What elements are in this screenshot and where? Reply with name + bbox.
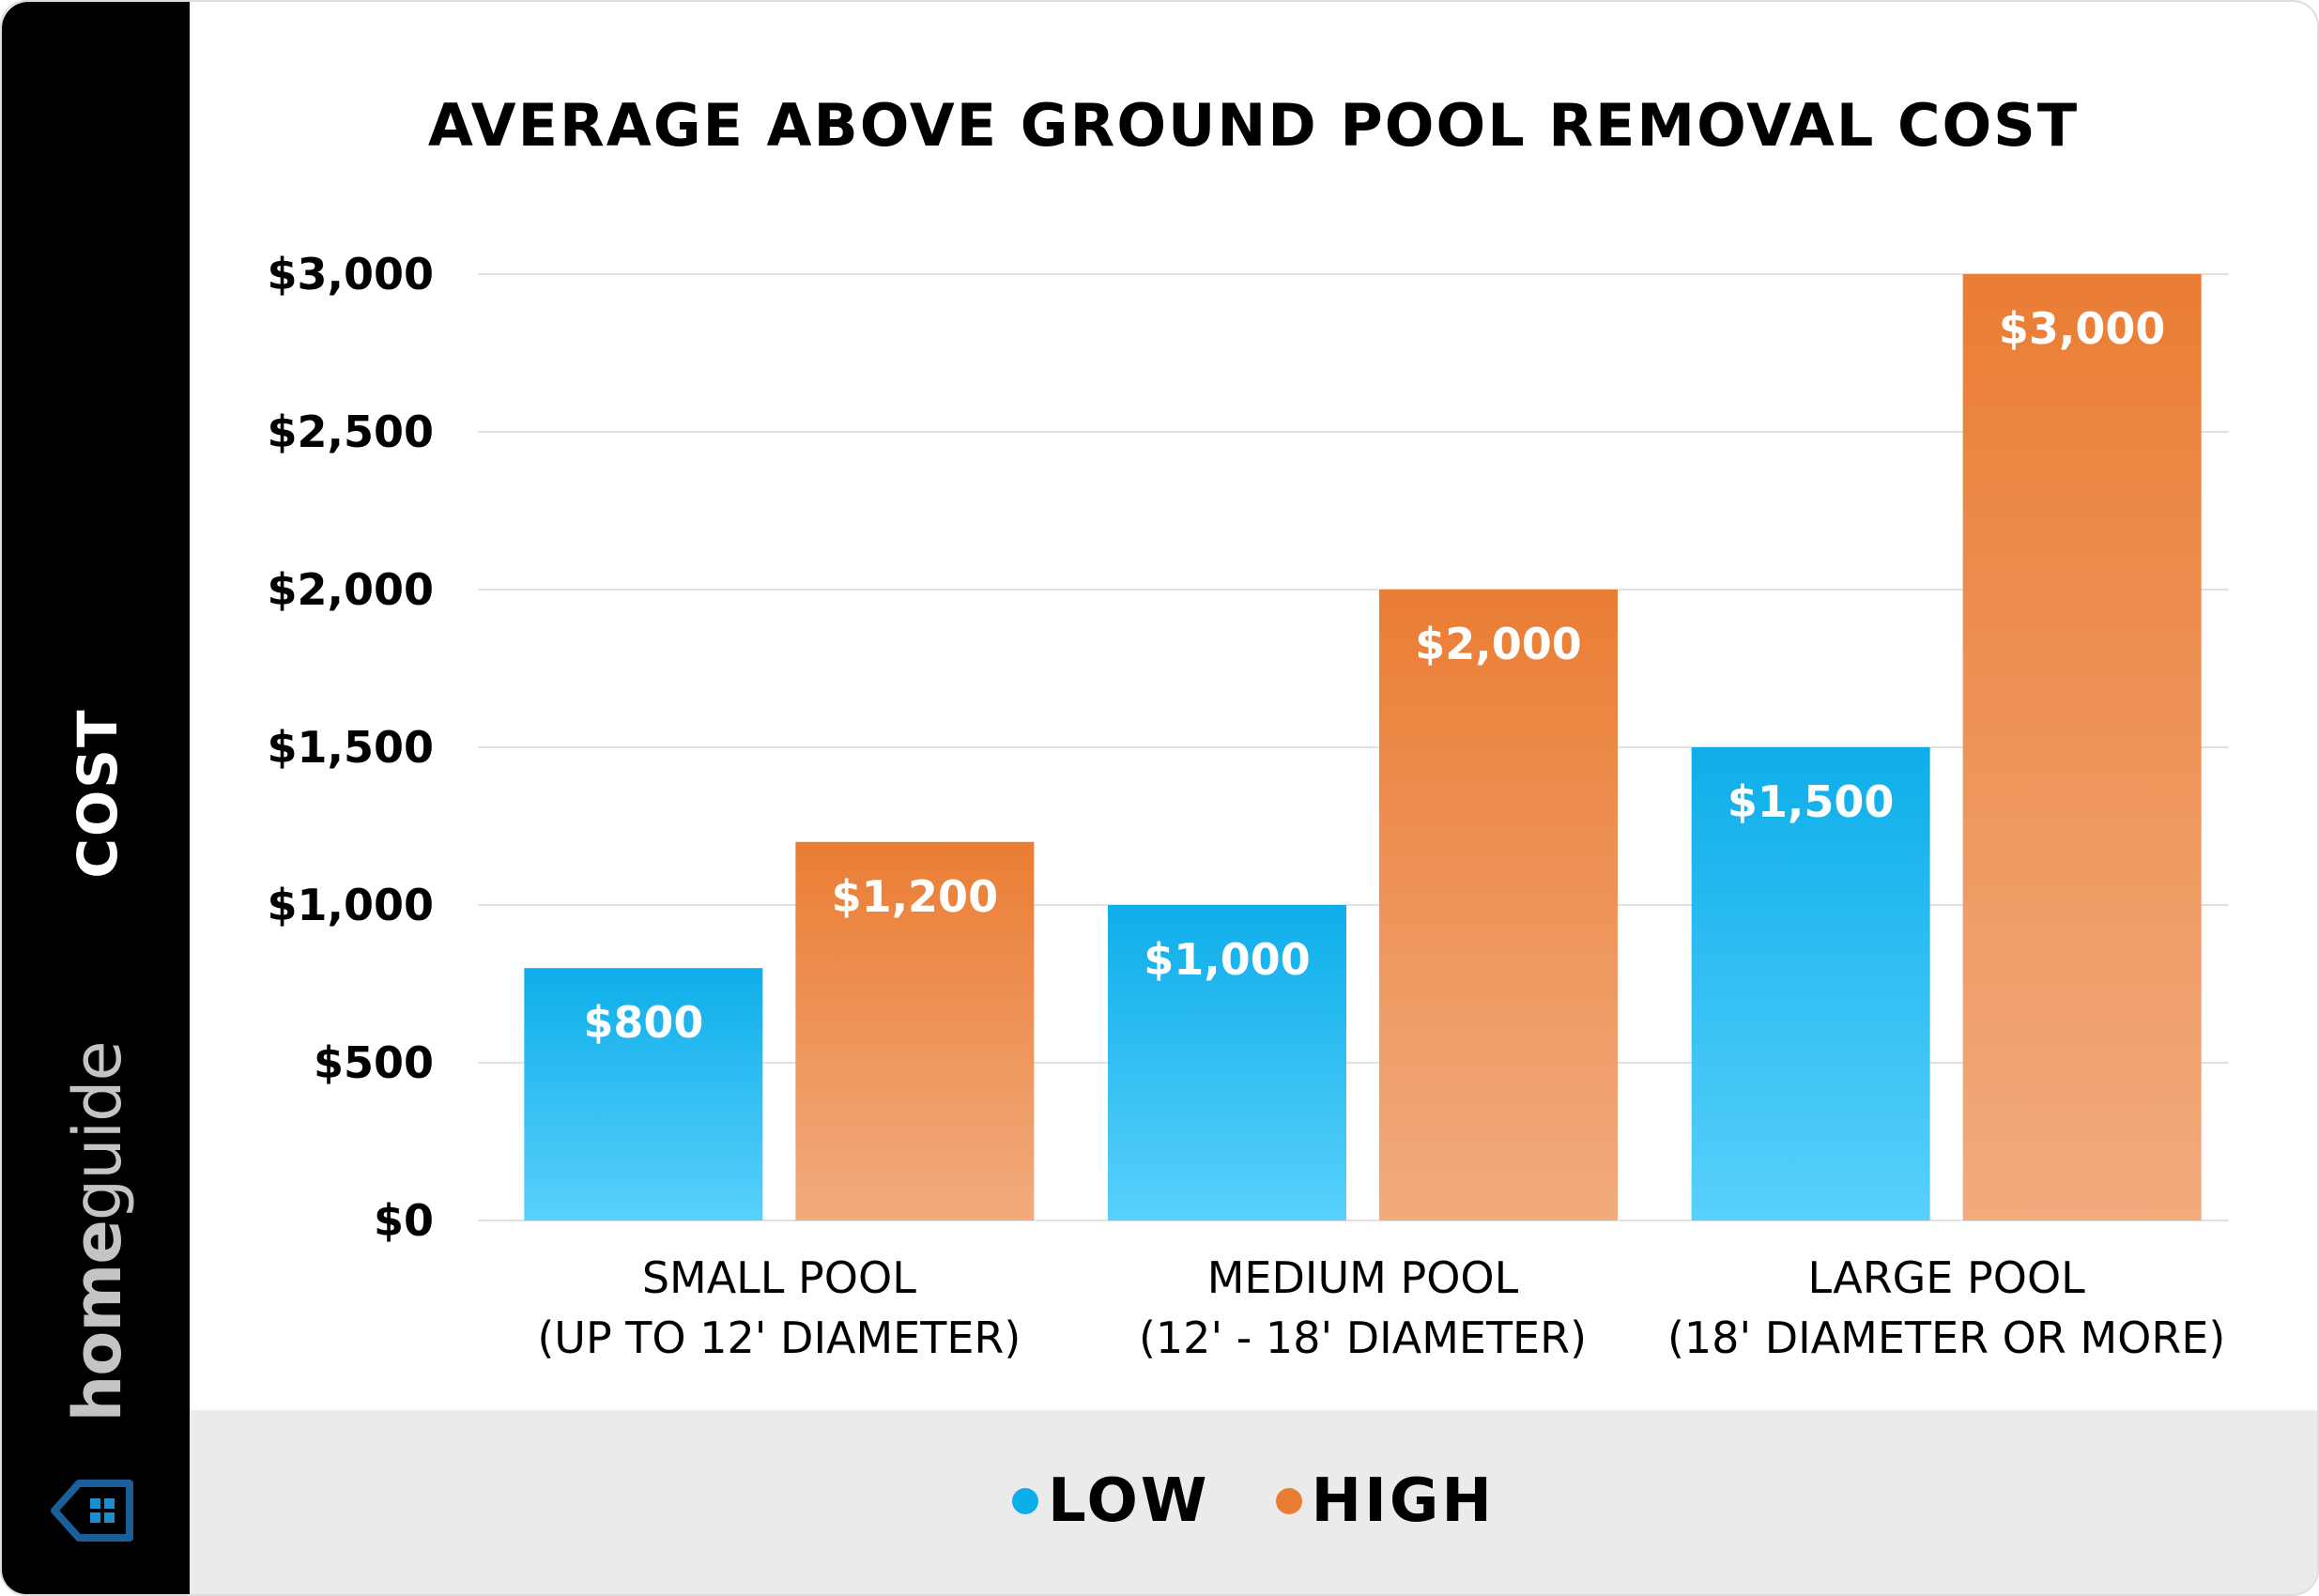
y-tick-label: $2,500 bbox=[267, 407, 434, 457]
chart-title: AVERAGE ABOVE GROUND POOL REMOVAL COST bbox=[427, 91, 2080, 160]
legend-band: LOW HIGH bbox=[190, 1410, 2317, 1594]
data-label: $3,000 bbox=[1999, 303, 2166, 354]
bar-high bbox=[1962, 274, 2202, 1220]
y-tick-label: $2,000 bbox=[267, 564, 434, 615]
data-label: $1,500 bbox=[1728, 776, 1895, 827]
x-category-label: SMALL POOL bbox=[642, 1252, 916, 1303]
x-category-label: (UP TO 12' DIAMETER) bbox=[537, 1312, 1021, 1363]
bar-high bbox=[795, 841, 1035, 1220]
x-category-label: MEDIUM POOL bbox=[1207, 1252, 1519, 1303]
y-tick-label: $3,000 bbox=[267, 249, 434, 299]
bar-low bbox=[1691, 747, 1930, 1220]
legend-dot-high bbox=[1275, 1488, 1302, 1514]
data-label: $800 bbox=[583, 997, 703, 1048]
bar-high bbox=[1379, 590, 1618, 1220]
y-tick-label: $500 bbox=[314, 1037, 434, 1088]
data-label: $1,000 bbox=[1144, 934, 1311, 985]
legend-label-high: HIGH bbox=[1311, 1466, 1495, 1536]
sidebar: COST homeguide bbox=[2, 2, 190, 1594]
bar-chart: $0 $500 $1,000 $1,500 $2,000 $2,500 $3,000 $800… bbox=[267, 249, 2229, 1363]
bar-low bbox=[1108, 905, 1346, 1220]
bar-low bbox=[524, 968, 763, 1220]
data-label: $1,200 bbox=[832, 871, 999, 922]
legend-item-high: HIGH bbox=[1275, 1466, 1495, 1536]
legend: LOW HIGH bbox=[190, 1466, 2317, 1536]
legend-dot-low bbox=[1012, 1488, 1039, 1514]
y-tick-label: $1,000 bbox=[267, 880, 434, 930]
y-tick-label: $1,500 bbox=[267, 722, 434, 773]
legend-item-low: LOW bbox=[1012, 1466, 1210, 1536]
house-icon bbox=[51, 1480, 133, 1542]
y-tick-label: $0 bbox=[374, 1195, 434, 1246]
data-label: $2,000 bbox=[1415, 619, 1582, 669]
x-category-label: (18' DIAMETER OR MORE) bbox=[1667, 1312, 2225, 1363]
x-category-label: (12' - 18' DIAMETER) bbox=[1139, 1312, 1587, 1363]
x-category-label: LARGE POOL bbox=[1808, 1252, 2086, 1303]
legend-label-low: LOW bbox=[1048, 1466, 1210, 1536]
